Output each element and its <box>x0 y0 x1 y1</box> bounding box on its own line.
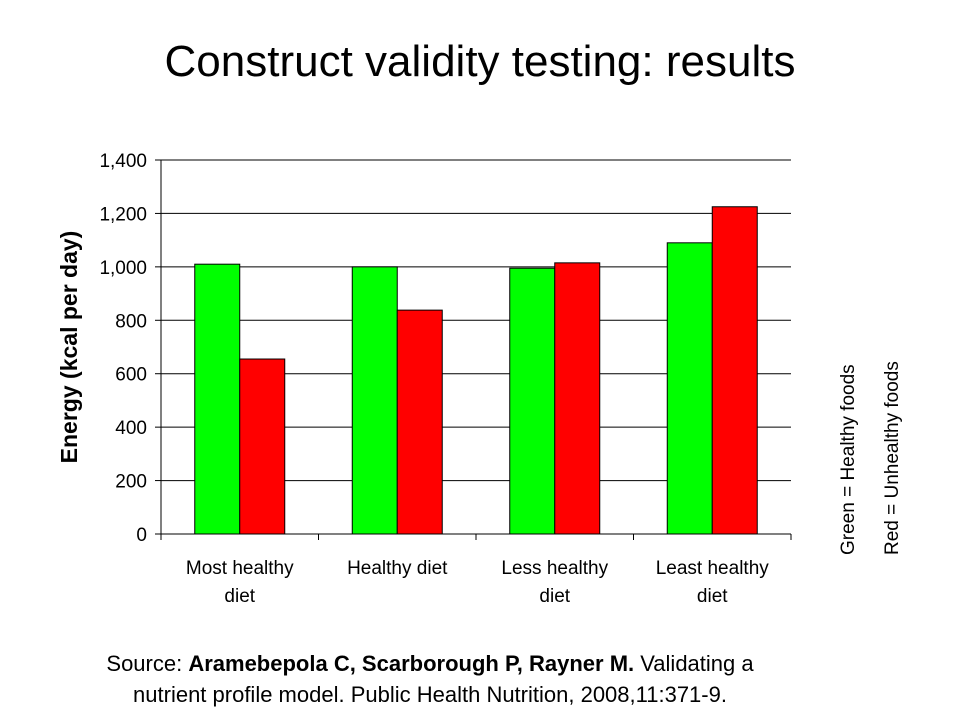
bar <box>239 358 286 535</box>
source-authors: Aramebepola C, Scarborough P, Rayner M. <box>188 651 635 676</box>
y-tick-label: 1,400 <box>99 151 147 172</box>
slide-title: Construct validity testing: results <box>164 37 796 86</box>
source-citation: Source: Aramebepola C, Scarborough P, Ra… <box>0 648 860 710</box>
x-tick-label-line: Most healthy <box>186 558 294 579</box>
bar <box>666 242 713 535</box>
x-tick-label: Most healthy diet <box>186 558 294 607</box>
x-tick-label-line: diet <box>697 586 728 607</box>
y-tick-label: 800 <box>115 311 147 332</box>
bar <box>554 262 601 535</box>
legend: Green = Healthy foods Red = Unhealthy foo… <box>838 361 903 555</box>
x-tick-label: Less healthy diet <box>501 558 608 607</box>
y-tick-label: 1,000 <box>99 258 147 279</box>
axes <box>155 159 792 540</box>
x-tick-label-line: diet <box>224 586 255 607</box>
source-title-part: Validating a <box>634 651 754 676</box>
bars <box>194 206 758 535</box>
bar <box>509 267 556 535</box>
x-tick-labels: Most healthy diet Healthy diet Less healthy… <box>186 558 769 607</box>
y-tick-label: 200 <box>115 472 147 493</box>
legend-entry: Red = Unhealthy foods <box>882 361 903 555</box>
y-axis-label: Energy (kcal per day) <box>56 231 82 464</box>
x-tick-label: Healthy diet <box>347 558 448 579</box>
y-tick-label: 1,200 <box>99 204 147 225</box>
x-tick-label: Least healthy diet <box>656 558 770 607</box>
bar <box>396 309 443 535</box>
source-journal: nutrient profile model. Public Health Nu… <box>133 682 727 707</box>
legend-entry: Green = Healthy foods <box>838 364 859 555</box>
x-tick-label-line: Least healthy <box>656 558 770 579</box>
y-tick-label: 400 <box>115 418 147 439</box>
y-tick-label: 0 <box>136 525 147 546</box>
bar <box>711 206 758 535</box>
x-tick-label-line: Healthy diet <box>347 558 448 579</box>
y-tick-labels: 0 200 400 600 800 1,000 1,200 1,400 <box>99 151 147 546</box>
x-tick-label-line: Less healthy <box>501 558 608 579</box>
bar <box>351 266 398 535</box>
source-prefix: Source: <box>106 651 189 676</box>
y-tick-label: 600 <box>115 365 147 386</box>
x-tick-label-line: diet <box>539 586 570 607</box>
bar <box>194 263 241 535</box>
